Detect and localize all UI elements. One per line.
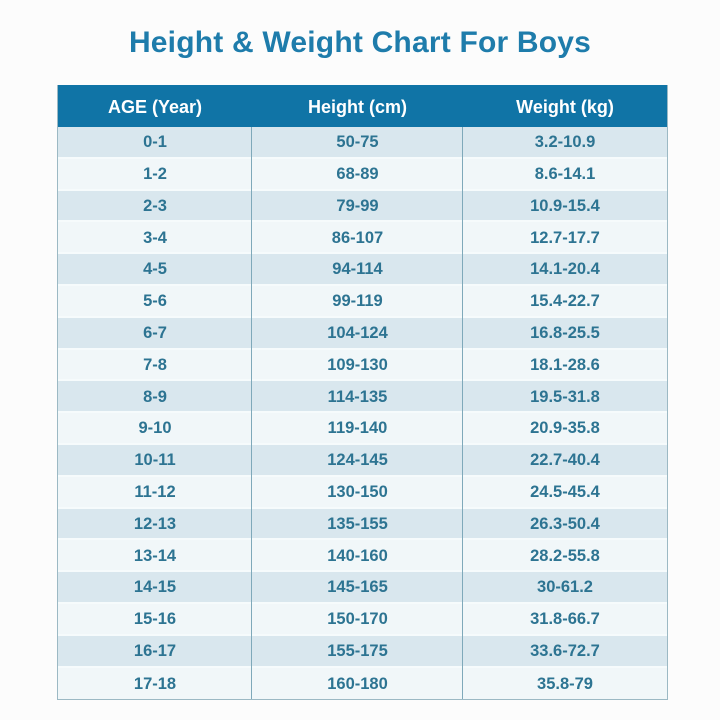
column-divider (251, 127, 252, 700)
height-cell: 119-140 (327, 419, 388, 438)
height-cell: 135-155 (327, 514, 388, 533)
age-cell: 5-6 (143, 292, 167, 311)
age-cell: 7-8 (143, 355, 167, 374)
age-cell: 6-7 (143, 323, 167, 342)
height-cell: 104-124 (327, 323, 388, 342)
height-cell: 155-175 (327, 641, 388, 660)
height-cell: 130-150 (327, 482, 388, 501)
weight-cell: 14.1-20.4 (530, 260, 600, 279)
weight-cell: 26.3-50.4 (530, 514, 600, 533)
table-row: 1-2 68-89 8.6-14.1 (58, 158, 667, 191)
height-cell: 124-145 (327, 451, 388, 470)
age-cell: 2-3 (143, 196, 167, 215)
table-row: 4-5 94-114 14.1-20.4 (58, 254, 667, 286)
table-row: 3-4 86-107 12.7-17.7 (58, 222, 667, 255)
column-header-weight: Weight (kg) (516, 96, 614, 117)
age-cell: 10-11 (134, 451, 176, 470)
weight-cell: 16.8-25.5 (530, 323, 600, 342)
weight-cell: 31.8-66.7 (530, 610, 600, 629)
weight-cell: 35.8-79 (537, 674, 593, 693)
table-row: 7-8 109-130 18.1-28.6 (58, 349, 667, 382)
height-cell: 68-89 (336, 164, 379, 183)
table-body: 0-1 50-75 3.2-10.9 1-2 68-89 8.6-14.1 2-3 79-99… (58, 127, 667, 700)
height-cell: 160-180 (327, 674, 388, 693)
weight-cell: 18.1-28.6 (530, 355, 600, 374)
height-cell: 79-99 (336, 196, 379, 215)
weight-cell: 22.7-40.4 (530, 451, 600, 470)
age-cell: 8-9 (143, 387, 167, 406)
weight-cell: 24.5-45.4 (530, 482, 600, 501)
table-row: 13-14 140-160 28.2-55.8 (58, 540, 667, 573)
age-cell: 1-2 (143, 164, 167, 183)
column-divider (462, 127, 463, 700)
height-cell: 150-170 (327, 610, 388, 629)
age-cell: 9-10 (138, 419, 172, 438)
table-row: 12-13 135-155 26.3-50.4 (58, 508, 667, 541)
weight-cell: 8.6-14.1 (534, 164, 596, 183)
table-row: 10-11 124-145 22.7-40.4 (58, 444, 667, 477)
weight-cell: 12.7-17.7 (530, 228, 600, 247)
age-cell: 12-13 (133, 514, 177, 533)
table-row: 6-7 104-124 16.8-25.5 (58, 317, 667, 350)
table-row: 0-1 50-75 3.2-10.9 (58, 127, 667, 159)
weight-cell: 33.6-72.7 (530, 641, 600, 660)
height-cell: 114-135 (327, 387, 388, 406)
height-cell: 50-75 (336, 133, 379, 152)
weight-cell: 30-61.2 (537, 578, 593, 597)
weight-cell: 28.2-55.8 (530, 546, 600, 565)
height-cell: 94-114 (332, 260, 383, 279)
height-cell: 86-107 (331, 228, 384, 247)
age-cell: 15-16 (133, 610, 177, 629)
table-row: 11-12 130-150 24.5-45.4 (58, 476, 667, 509)
age-cell: 4-5 (143, 260, 167, 279)
column-header-height: Height (cm) (308, 96, 407, 117)
table-row: 2-3 79-99 10.9-15.4 (58, 190, 667, 223)
weight-cell: 3.2-10.9 (534, 133, 596, 152)
page-title: Height & Weight Chart For Boys (128, 26, 592, 59)
height-cell: 140-160 (327, 546, 388, 565)
height-cell: 109-130 (327, 355, 388, 374)
age-cell: 0-1 (143, 133, 167, 152)
table-header-row: AGE (Year) Height (cm) Weight (kg) (58, 85, 667, 127)
table-row: 14-15 145-165 30-61.2 (58, 572, 667, 604)
weight-cell: 20.9-35.8 (530, 419, 600, 438)
table-row: 8-9 114-135 19.5-31.8 (58, 381, 667, 414)
weight-cell: 19.5-31.8 (530, 387, 600, 406)
height-cell: 145-165 (327, 578, 388, 597)
age-cell: 16-17 (133, 641, 177, 660)
height-weight-table: AGE (Year) Height (cm) Weight (kg) 0-1 50… (57, 85, 668, 701)
age-cell: 17-18 (133, 674, 177, 693)
age-cell: 11-12 (134, 482, 176, 501)
table-row: 16-17 155-175 33.6-72.7 (58, 635, 667, 668)
weight-cell: 15.4-22.7 (530, 292, 600, 311)
table-row: 17-18 160-180 35.8-79 (58, 667, 667, 700)
age-cell: 3-4 (143, 228, 167, 247)
table-row: 5-6 99-119 15.4-22.7 (58, 285, 667, 318)
age-cell: 13-14 (133, 546, 177, 565)
column-header-age: AGE (Year) (107, 96, 203, 117)
height-cell: 99-119 (332, 292, 383, 311)
weight-cell: 10.9-15.4 (530, 196, 600, 215)
table-row: 15-16 150-170 31.8-66.7 (58, 603, 667, 636)
age-cell: 14-15 (133, 578, 177, 597)
table-row: 9-10 119-140 20.9-35.8 (58, 413, 667, 445)
